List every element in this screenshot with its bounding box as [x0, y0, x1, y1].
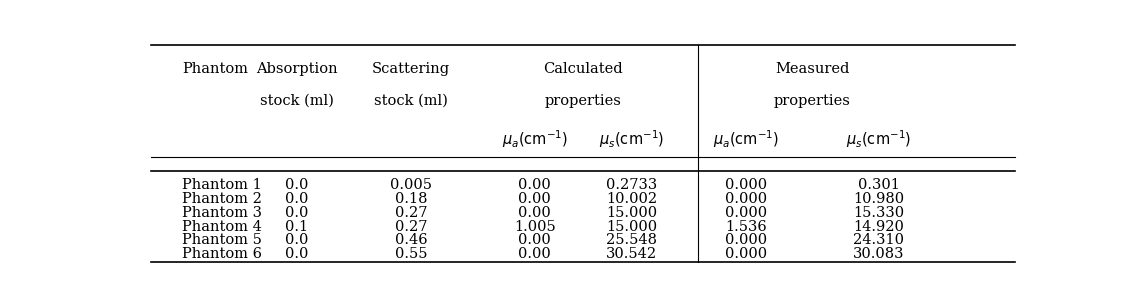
Text: 0.000: 0.000 — [725, 233, 767, 248]
Text: 15.000: 15.000 — [607, 206, 658, 220]
Text: stock (ml): stock (ml) — [374, 94, 448, 108]
Text: 10.980: 10.980 — [854, 192, 905, 206]
Text: 0.301: 0.301 — [858, 178, 900, 192]
Text: Calculated: Calculated — [544, 62, 622, 76]
Text: 15.000: 15.000 — [607, 220, 658, 234]
Text: 0.000: 0.000 — [725, 247, 767, 261]
Text: $\mu_s(\mathrm{cm}^{-1})$: $\mu_s(\mathrm{cm}^{-1})$ — [846, 128, 912, 150]
Text: 0.0: 0.0 — [284, 192, 308, 206]
Text: 0.46: 0.46 — [395, 233, 428, 248]
Text: 0.27: 0.27 — [395, 220, 428, 234]
Text: 0.18: 0.18 — [395, 192, 428, 206]
Text: 0.00: 0.00 — [518, 247, 551, 261]
Text: Phantom: Phantom — [182, 62, 248, 76]
Text: Phantom 3: Phantom 3 — [182, 206, 262, 220]
Text: 10.002: 10.002 — [607, 192, 658, 206]
Text: 0.000: 0.000 — [725, 206, 767, 220]
Text: 0.000: 0.000 — [725, 178, 767, 192]
Text: 0.0: 0.0 — [284, 233, 308, 248]
Text: Measured: Measured — [775, 62, 850, 76]
Text: 0.2733: 0.2733 — [607, 178, 658, 192]
Text: 0.00: 0.00 — [518, 206, 551, 220]
Text: 25.548: 25.548 — [607, 233, 658, 248]
Text: properties: properties — [545, 94, 621, 108]
Text: 0.00: 0.00 — [518, 178, 551, 192]
Text: $\mu_a(\mathrm{cm}^{-1})$: $\mu_a(\mathrm{cm}^{-1})$ — [714, 128, 780, 150]
Text: Absorption: Absorption — [256, 62, 337, 76]
Text: 0.0: 0.0 — [284, 178, 308, 192]
Text: properties: properties — [774, 94, 851, 108]
Text: stock (ml): stock (ml) — [259, 94, 333, 108]
Text: 0.1: 0.1 — [284, 220, 308, 234]
Text: 0.0: 0.0 — [284, 206, 308, 220]
Text: 1.005: 1.005 — [514, 220, 555, 234]
Text: 0.000: 0.000 — [725, 192, 767, 206]
Text: 0.00: 0.00 — [518, 192, 551, 206]
Text: 0.005: 0.005 — [390, 178, 432, 192]
Text: Phantom 5: Phantom 5 — [182, 233, 262, 248]
Text: 0.27: 0.27 — [395, 206, 428, 220]
Text: 0.00: 0.00 — [518, 233, 551, 248]
Text: 24.310: 24.310 — [854, 233, 905, 248]
Text: Phantom 2: Phantom 2 — [182, 192, 262, 206]
Text: 14.920: 14.920 — [854, 220, 904, 234]
Text: 15.330: 15.330 — [854, 206, 905, 220]
Text: 1.536: 1.536 — [726, 220, 767, 234]
Text: 0.0: 0.0 — [284, 247, 308, 261]
Text: 30.542: 30.542 — [607, 247, 658, 261]
Text: Phantom 1: Phantom 1 — [182, 178, 262, 192]
Text: $\mu_s(\mathrm{cm}^{-1})$: $\mu_s(\mathrm{cm}^{-1})$ — [599, 128, 665, 150]
Text: 0.55: 0.55 — [395, 247, 428, 261]
Text: 30.083: 30.083 — [852, 247, 905, 261]
Text: Phantom 4: Phantom 4 — [182, 220, 262, 234]
Text: Phantom 6: Phantom 6 — [182, 247, 262, 261]
Text: $\mu_a(\mathrm{cm}^{-1})$: $\mu_a(\mathrm{cm}^{-1})$ — [502, 128, 568, 150]
Text: Scattering: Scattering — [372, 62, 451, 76]
